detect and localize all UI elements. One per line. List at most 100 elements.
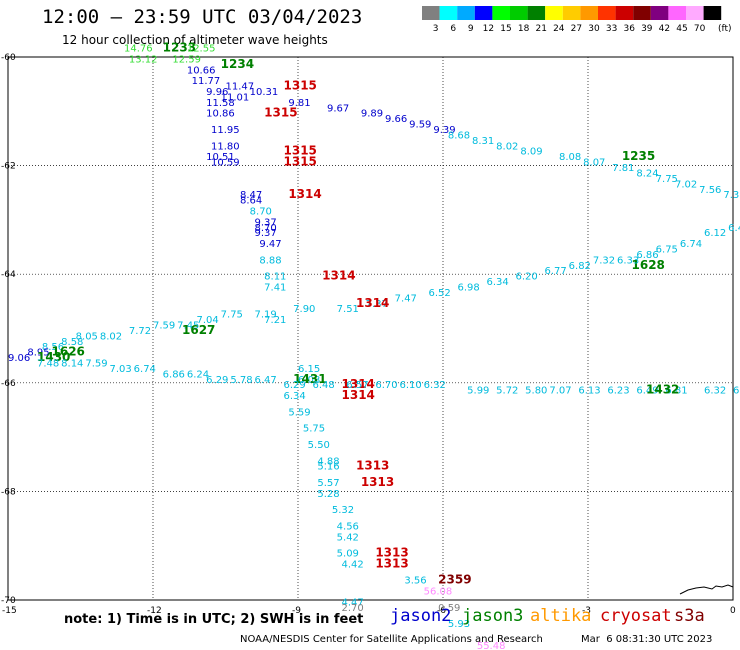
wave-height-label: 4.47	[342, 597, 364, 608]
wave-height-label: 5.32	[332, 505, 354, 516]
wave-height-label: 9.59	[409, 120, 431, 131]
wave-height-label: 8.24	[636, 168, 658, 179]
time-label: 1315	[264, 106, 297, 120]
legend-swatch	[668, 6, 686, 20]
wave-height-label: 10.86	[206, 109, 235, 120]
wave-height-label: 6.32	[424, 380, 446, 391]
legend-swatch	[474, 6, 493, 20]
wave-height-label: 6.26	[733, 386, 740, 397]
wave-height-label: 6.86	[163, 369, 185, 380]
legend-swatch	[492, 6, 510, 20]
wave-height-label: 7.59	[85, 359, 107, 370]
wave-height-label: 8.58	[61, 337, 83, 348]
wave-height-label: 5.99	[467, 386, 489, 397]
wave-height-label: 7.81	[612, 163, 634, 174]
wave-height-label: 8.56	[42, 342, 64, 353]
wave-height-label: 7.47	[395, 293, 417, 304]
wave-height-label: 8.47	[240, 190, 262, 201]
wave-height-label: 10.31	[250, 87, 279, 98]
satellite-label-s3a: s3a	[674, 606, 705, 626]
wave-height-label: 8.14	[61, 359, 83, 370]
time-label: 1315	[284, 79, 317, 93]
wave-height-label: 11.01	[221, 92, 250, 103]
x-tick-label: -6	[437, 606, 446, 616]
time-label: 1430	[37, 350, 70, 364]
wave-height-label: 6.98	[458, 282, 480, 293]
wave-height-label: 5.50	[308, 440, 330, 451]
legend-label: 15	[500, 24, 511, 34]
time-label: 1313	[375, 546, 408, 560]
legend-unit: (ft)	[718, 24, 732, 34]
legend-swatch	[580, 6, 598, 20]
wave-height-label: 6.74	[680, 239, 702, 250]
wave-height-label: 7.72	[129, 326, 151, 337]
y-tick-label: -60	[1, 53, 16, 63]
legend-swatch	[457, 6, 475, 20]
wave-height-label: 5.28	[317, 489, 339, 500]
legend-swatch	[422, 6, 440, 20]
time-label: 1315	[284, 144, 317, 158]
wave-height-label: 5.09	[337, 549, 359, 560]
wave-height-label: 6.29	[206, 375, 228, 386]
legend-label: 45	[676, 24, 687, 34]
wave-height-label: 6.10	[400, 380, 422, 391]
wave-height-label: 7.02	[675, 179, 697, 190]
wave-height-label: 8.11	[264, 272, 286, 283]
legend-label: 27	[571, 24, 582, 34]
wave-height-label: 7.32	[593, 255, 615, 266]
wave-height-label: 7.75	[656, 174, 678, 185]
wave-height-label: 8.09	[520, 147, 542, 158]
time-label: 1313	[375, 556, 408, 570]
legend-label: 18	[518, 24, 530, 34]
wave-height-label: 8.64	[240, 196, 262, 207]
wave-height-label: 6.23	[607, 386, 629, 397]
satellite-label-cryosat: cryosat	[600, 606, 672, 626]
wave-height-label: 6.12	[704, 228, 726, 239]
legend-label: 36	[623, 24, 635, 34]
wave-height-label: 6.77	[545, 266, 567, 277]
legend-swatch	[545, 6, 563, 20]
x-tick-label: -3	[582, 606, 591, 616]
footer-credit: NOAA/NESDIS Center for Satellite Applica…	[240, 634, 543, 645]
wave-height-label: 6.24	[187, 369, 209, 380]
wave-height-label: 6.13	[578, 386, 600, 397]
wave-height-label: 6.86	[636, 250, 658, 261]
wave-height-label: 14.76	[124, 44, 153, 55]
wave-height-label: 7.41	[264, 282, 286, 293]
time-label: 1234	[221, 57, 254, 71]
satellite-s3a: s3a	[674, 606, 705, 626]
wave-height-label: 8.68	[448, 130, 470, 141]
legend-swatch	[703, 6, 722, 20]
satellite-label-altika: altika	[530, 606, 592, 626]
wave-height-label: 7.03	[110, 364, 132, 375]
wave-height-label: 10.59	[211, 158, 240, 169]
wave-height-label: 9.81	[288, 98, 310, 109]
wave-height-label: 8.31	[472, 136, 494, 147]
wave-height-label: 6.49	[728, 223, 740, 234]
wave-height-label: 56.08	[424, 587, 453, 598]
wave-height-label: 8.07	[583, 158, 605, 169]
wave-height-label: 5.42	[337, 532, 359, 543]
time-label: 1313	[356, 459, 389, 473]
wave-height-label: 8.02	[496, 141, 518, 152]
wave-height-label: 6.34	[487, 277, 509, 288]
time-label: 1314	[322, 269, 355, 283]
wave-height-label: 9.06	[8, 353, 30, 364]
wave-height-label: 6.57	[346, 380, 368, 391]
wave-height-label: 6.32	[704, 386, 726, 397]
wave-height-label: 6.70	[375, 380, 397, 391]
wave-height-label: 8.08	[559, 152, 581, 163]
map-frame	[7, 56, 734, 601]
wave-height-label: 9.47	[259, 239, 281, 250]
wave-height-label: 9.37	[255, 217, 277, 228]
wave-height-label: 4.88	[317, 456, 339, 467]
wave-height-label: 5.59	[288, 407, 310, 418]
wave-height-label: 4.42	[342, 559, 364, 570]
wave-height-label: 5.80	[525, 386, 547, 397]
wave-height-label: 6.20	[516, 272, 538, 283]
legend-swatch	[686, 6, 704, 20]
wave-height-label: 11.77	[192, 76, 221, 87]
wave-height-label: 6.15	[298, 364, 320, 375]
wave-height-label: 3.56	[404, 576, 426, 587]
